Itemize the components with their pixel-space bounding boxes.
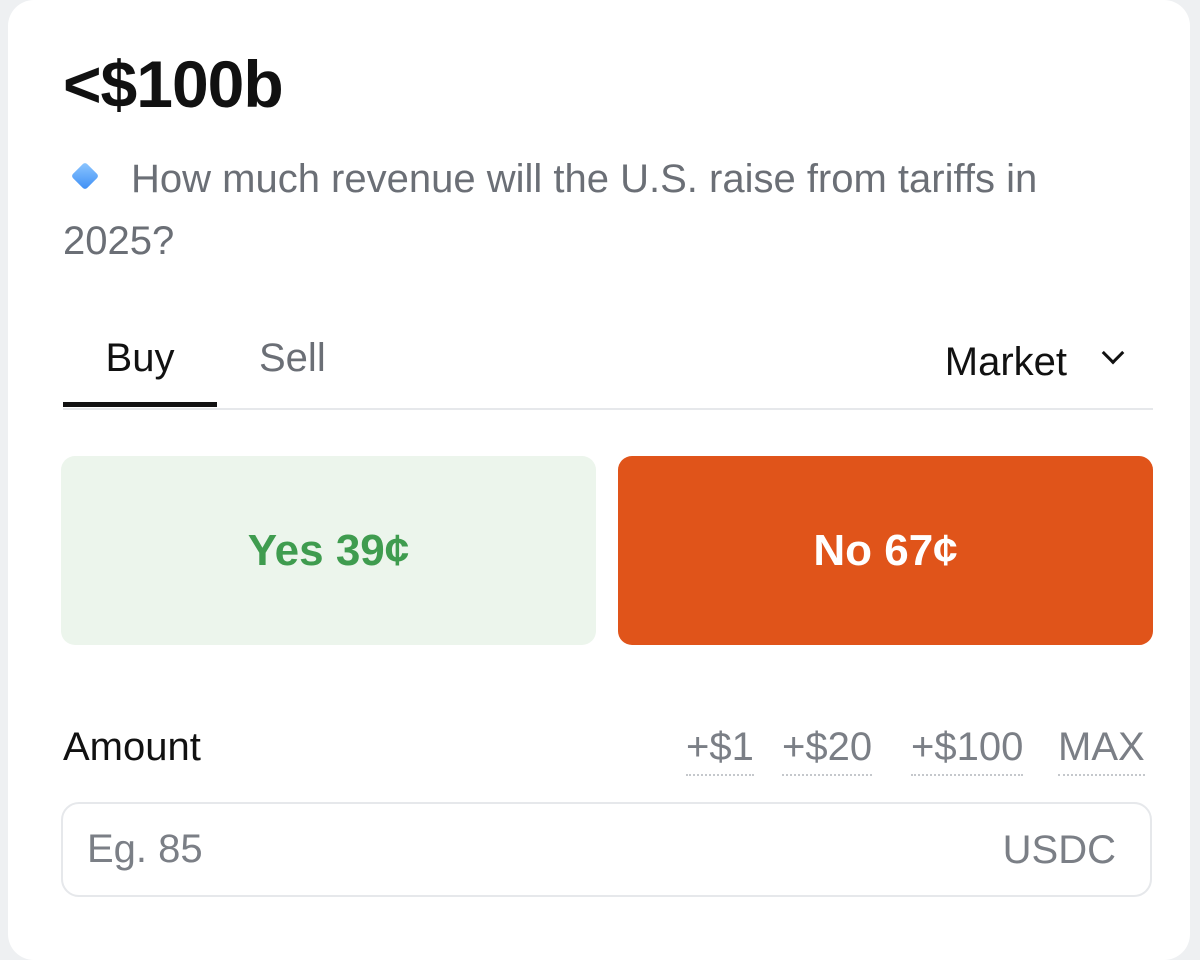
currency-label: USDC xyxy=(1002,828,1116,872)
add-1-button[interactable]: +$1 xyxy=(686,722,754,776)
max-button[interactable]: MAX xyxy=(1058,722,1145,776)
trade-card: <$100b How much revenue will the U.S. ra… xyxy=(8,0,1190,960)
yes-button[interactable]: Yes 39¢ xyxy=(61,456,596,645)
add-20-button[interactable]: +$20 xyxy=(782,722,873,776)
order-type-dropdown[interactable]: Market xyxy=(944,334,1125,390)
market-question-text: How much revenue will the U.S. raise fro… xyxy=(63,157,1038,263)
diamond-icon xyxy=(70,161,100,191)
chevron-down-icon xyxy=(1101,341,1125,365)
market-question: How much revenue will the U.S. raise fro… xyxy=(63,148,1153,272)
tab-buy[interactable]: Buy xyxy=(105,336,175,380)
active-tab-indicator xyxy=(63,402,217,407)
order-type-label: Market xyxy=(944,340,1067,384)
amount-label: Amount xyxy=(63,725,201,769)
no-button[interactable]: No 67¢ xyxy=(618,456,1153,645)
add-100-button[interactable]: +$100 xyxy=(911,722,1024,776)
tab-sell[interactable]: Sell xyxy=(259,336,326,380)
amount-input[interactable] xyxy=(87,818,947,880)
outcome-title: <$100b xyxy=(63,47,284,121)
trade-tabs: Buy Sell Market xyxy=(63,320,1153,410)
amount-field: USDC xyxy=(61,802,1152,897)
